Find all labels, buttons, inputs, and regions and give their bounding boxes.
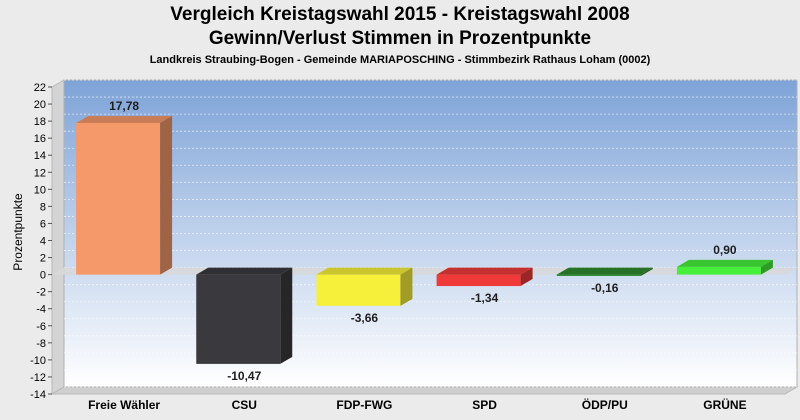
- left-wall: [51, 79, 65, 395]
- bar-side: [520, 267, 533, 287]
- y-tick-label: -10: [30, 355, 46, 367]
- y-tick-label: -14: [30, 389, 46, 401]
- y-tick-label: 16: [34, 133, 46, 145]
- bar-side: [280, 267, 293, 364]
- chart-floor: [50, 386, 799, 395]
- y-tick-label: 14: [34, 150, 46, 162]
- data-label: -10,47: [227, 369, 261, 383]
- y-tick-label: -8: [36, 338, 46, 350]
- chart-caption: Landkreis Straubing-Bogen - Gemeinde MAR…: [149, 54, 651, 66]
- y-tick-label: 22: [34, 82, 46, 94]
- bar: [76, 122, 161, 275]
- bar-top: [436, 267, 533, 275]
- data-label: -3,66: [351, 311, 379, 325]
- y-tick-label: 12: [34, 167, 46, 179]
- bar-side: [160, 115, 173, 275]
- bar-top: [316, 267, 413, 275]
- y-tick-label: 4: [40, 236, 46, 248]
- y-tick-label: 8: [40, 201, 46, 213]
- bar: [556, 274, 641, 276]
- y-tick-label: -2: [36, 287, 46, 299]
- chart-subtitle: Gewinn/Verlust Stimmen in Prozentpunkte: [208, 28, 592, 49]
- bar-side: [400, 267, 413, 306]
- y-tick-label: 6: [40, 218, 46, 230]
- category-label: Freie Wähler: [88, 398, 160, 412]
- category-label: ÖDP/PU: [582, 397, 628, 412]
- data-label: 0,90: [713, 243, 737, 257]
- data-label: -1,34: [471, 291, 499, 305]
- y-tick-label: 2: [40, 253, 46, 265]
- bar: [316, 274, 401, 306]
- bar-top: [556, 267, 653, 275]
- chart-title: Vergleich Kreistagswahl 2015 - Kreistags…: [170, 4, 630, 25]
- bar: [436, 274, 521, 287]
- category-label: GRÜNE: [703, 397, 746, 412]
- data-label: 17,78: [109, 99, 139, 113]
- y-axis-label: Prozentpunkte: [11, 193, 25, 271]
- y-tick-label: -12: [30, 372, 46, 384]
- bar-top: [196, 267, 293, 275]
- y-tick-label: 20: [34, 99, 46, 111]
- y-tick-label: -6: [36, 321, 46, 333]
- category-label: FDP-FWG: [336, 398, 392, 412]
- bar: [676, 266, 761, 275]
- y-tick-label: 0: [40, 270, 46, 282]
- data-label: -0,16: [591, 281, 619, 295]
- bar-top: [676, 259, 773, 267]
- bar: [196, 274, 281, 364]
- bar-side: [760, 259, 773, 275]
- y-tick-label: 10: [34, 184, 46, 196]
- y-tick-label: -4: [36, 304, 46, 316]
- bar-side: [640, 267, 653, 276]
- category-label: CSU: [232, 398, 257, 412]
- category-label: SPD: [472, 398, 497, 412]
- y-tick-label: 18: [34, 116, 46, 128]
- bar-top: [76, 115, 173, 123]
- plot-background: [63, 79, 798, 388]
